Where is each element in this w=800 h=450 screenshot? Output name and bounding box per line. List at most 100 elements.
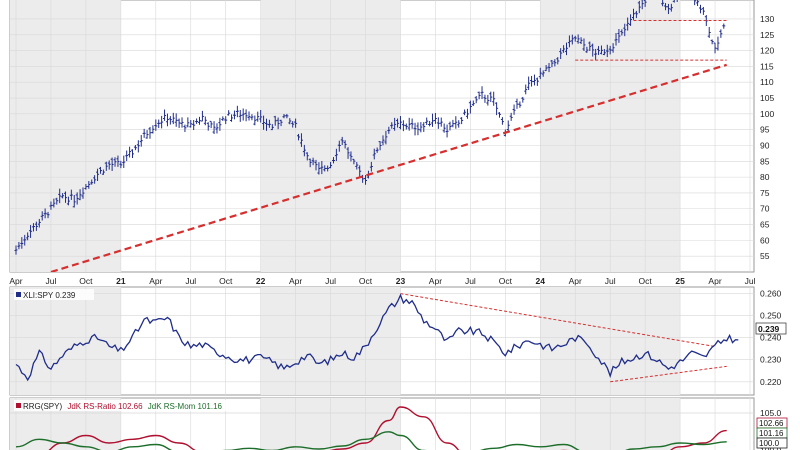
rrg-value-box — [756, 437, 788, 449]
rrg-legend-swatch — [16, 403, 21, 408]
price-bar — [602, 49, 606, 56]
price-bar — [713, 42, 717, 54]
price-bar — [40, 211, 44, 221]
price-bar — [37, 218, 41, 228]
price-y-tick: 105 — [760, 93, 774, 103]
rrg-value-label: 102.66 — [759, 419, 784, 428]
price-bar — [410, 118, 414, 129]
price-bar — [136, 140, 140, 153]
price-bar — [64, 191, 68, 203]
price-bar — [151, 125, 155, 134]
price-bar — [664, 3, 668, 11]
price-bar — [623, 23, 627, 37]
rs-mom-line — [15, 431, 727, 450]
price-bar — [506, 120, 510, 132]
price-bar — [532, 74, 536, 86]
price-bar — [81, 187, 85, 199]
price-y-tick: 95 — [760, 125, 770, 135]
price-bar — [326, 165, 330, 172]
price-bar — [160, 115, 164, 129]
x-tick-label: Apr — [708, 276, 721, 286]
ratio-line — [15, 293, 739, 382]
price-y-tick: 80 — [760, 172, 770, 182]
price-bar — [96, 168, 100, 181]
price-bar — [608, 45, 612, 55]
price-bar — [320, 161, 324, 175]
x-tick-label: Jul — [185, 276, 196, 286]
price-bar — [518, 101, 522, 108]
price-bar — [230, 114, 234, 122]
price-y-tick: 70 — [760, 204, 770, 214]
price-bar — [524, 84, 528, 95]
ratio-series — [15, 293, 739, 382]
price-bar — [637, 0, 641, 14]
x-tick-label: 21 — [116, 276, 126, 286]
price-bar — [104, 161, 108, 171]
price-bar — [262, 115, 266, 130]
price-bar — [390, 122, 394, 129]
x-tick-label: Apr — [429, 276, 442, 286]
price-bar — [72, 195, 76, 208]
price-bar — [698, 4, 702, 14]
price-bar — [576, 34, 580, 44]
price-bar — [694, 0, 697, 6]
rrg-legend: RRG(SPY) JdK RS-Ratio 102.66 JdK RS-Mom … — [23, 402, 223, 411]
x-tick-label: Apr — [149, 276, 162, 286]
price-bar — [369, 161, 373, 172]
price-bar — [710, 39, 714, 45]
x-tick-label: 24 — [536, 276, 546, 286]
price-y-tick: 60 — [760, 235, 770, 245]
price-bar — [538, 67, 542, 80]
price-bar — [556, 57, 560, 65]
price-bar — [722, 23, 726, 29]
price-bar — [614, 33, 618, 46]
ratio-last-value: 0.239 — [758, 324, 780, 334]
price-bar — [58, 188, 62, 204]
price-bar — [110, 157, 114, 171]
ratio-y-tick: 0.260 — [760, 289, 782, 299]
price-bar — [486, 94, 490, 106]
price-bar — [381, 135, 385, 146]
price-bar — [547, 62, 551, 73]
price-bar — [340, 136, 344, 146]
x-tick-label: 25 — [675, 276, 685, 286]
price-bar — [311, 157, 315, 166]
x-tick-label: 23 — [396, 276, 406, 286]
price-bar — [719, 29, 723, 38]
price-bar — [145, 130, 149, 139]
price-bar — [425, 117, 429, 126]
price-bar — [428, 120, 432, 127]
price-bar — [139, 135, 143, 147]
price-bar — [206, 122, 210, 131]
price-bar — [29, 225, 33, 238]
price-panel: 556065707580859095100105110115120125130 … — [9, 0, 774, 286]
x-tick-label: Oct — [219, 276, 233, 286]
ratio-trendlines — [400, 293, 727, 383]
price-bar — [585, 46, 589, 53]
rrg-y-tick: 105.0 — [760, 408, 782, 418]
price-bar — [579, 37, 583, 44]
price-bar — [107, 160, 111, 170]
price-bar — [573, 35, 577, 42]
ratio-trendline — [610, 365, 727, 383]
price-bar — [224, 116, 228, 125]
price-bar — [393, 117, 397, 131]
price-bar — [666, 3, 670, 15]
price-bar — [495, 102, 499, 116]
price-bar — [492, 91, 496, 106]
rrg-value-label: 100.0 — [759, 439, 780, 448]
price-bar — [398, 116, 402, 130]
price-bar — [305, 152, 309, 161]
price-bar — [294, 118, 298, 128]
price-bar — [509, 112, 513, 121]
price-bar — [701, 6, 705, 15]
price-bar — [203, 116, 207, 126]
price-bar — [323, 165, 327, 172]
price-bar — [629, 14, 633, 26]
price-bar — [157, 119, 161, 129]
ratio-trendline — [400, 293, 716, 348]
price-bar — [285, 113, 289, 119]
price-bar — [331, 157, 335, 164]
ratio-shading — [10, 287, 681, 395]
